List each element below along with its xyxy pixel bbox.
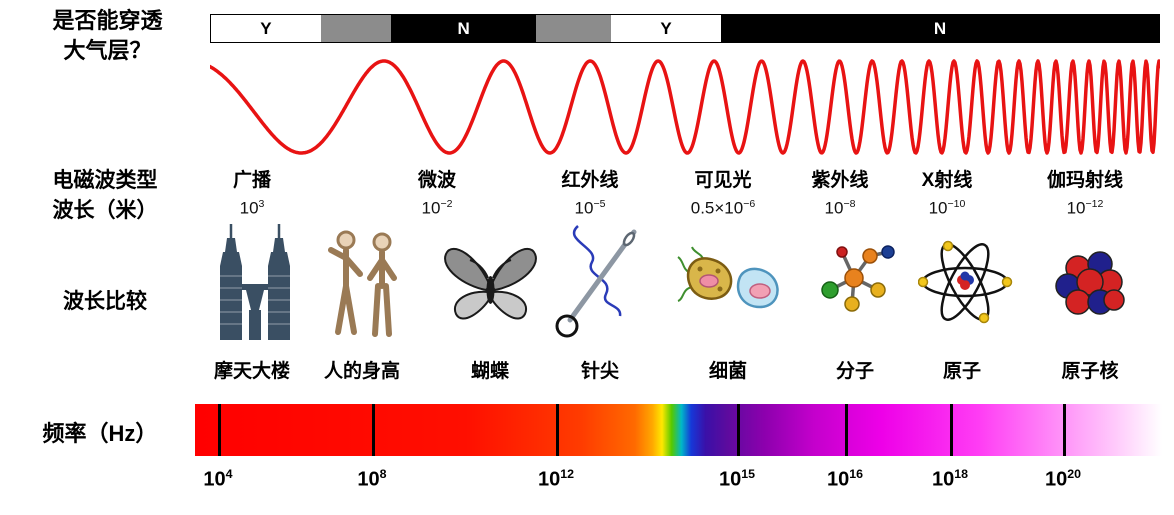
wavelength-value-xray: 10−10 (928, 198, 966, 218)
comparison-label-butterfly: 蝴蝶 (470, 361, 509, 382)
penetration-segment: Y (611, 15, 721, 42)
comparison-label-molecule: 分子 (835, 361, 874, 382)
penetration-segment-label: Y (260, 18, 272, 38)
frequency-tick-label: 104 (203, 467, 233, 491)
wavelength-value-radio: 103 (239, 198, 265, 218)
frequency-tick (845, 404, 848, 456)
frequency-tick-label: 1012 (537, 467, 575, 491)
butterfly-icon (438, 238, 543, 333)
penetration-segment-label: N (457, 18, 470, 38)
penetration-segment (320, 15, 392, 42)
comparison-label-atom: 原子 (942, 361, 981, 382)
frequency-tick-label: 1018 (931, 467, 969, 491)
wave-type-row-label: 电磁波类型 (52, 169, 158, 192)
bacteria-icon (676, 243, 784, 328)
comparison-label-needle: 针尖 (580, 361, 619, 382)
frequency-tick-label: 1015 (718, 467, 756, 491)
human-figures-icon (322, 228, 407, 340)
frequency-tick (556, 404, 559, 456)
band-label-xray: X射线 (921, 170, 973, 191)
wavelength-value-infrared: 10−5 (574, 198, 606, 218)
wavelength-value-visible: 0.5×10−6 (690, 198, 756, 218)
comparison-label-bacteria: 细菌 (708, 361, 747, 382)
frequency-tick (950, 404, 953, 456)
penetration-segment: Y (211, 15, 321, 42)
penetration-segment-label: Y (660, 18, 672, 38)
band-label-microwave: 微波 (417, 170, 456, 191)
atmosphere-question-label: 是否能穿透 大气层？ (15, 6, 200, 66)
frequency-tick-label: 1016 (826, 467, 864, 491)
frequency-tick (737, 404, 740, 456)
wavelength-value-gamma: 10−12 (1066, 198, 1104, 218)
atmosphere-question-line2: 大气层？ (63, 38, 152, 63)
band-label-infrared: 红外线 (561, 170, 619, 191)
comparison-label-human: 人的身高 (323, 361, 400, 382)
nucleus-icon (1048, 244, 1133, 326)
em-wave (210, 52, 1160, 162)
penetration-segment: N (391, 15, 537, 42)
needle-icon (548, 222, 653, 340)
band-label-radio: 广播 (232, 170, 271, 191)
frequency-row-label: 频率（Hz） (42, 421, 158, 446)
penetration-segment (536, 15, 612, 42)
band-label-gamma: 伽玛射线 (1046, 170, 1123, 191)
frequency-tick-label: 1020 (1044, 467, 1082, 491)
frequency-tick (1063, 404, 1066, 456)
skyscraper-icon (215, 222, 295, 340)
penetration-segment: N (720, 15, 1159, 42)
penetration-segment-label: N (933, 18, 947, 38)
frequency-tick (372, 404, 375, 456)
penetration-bar: Y N Y N (210, 14, 1160, 43)
wavelength-row-label: 波长（米） (52, 199, 158, 222)
frequency-gradient-bar (195, 404, 1162, 456)
molecule-icon (812, 238, 900, 323)
frequency-tick-label: 108 (357, 467, 387, 491)
comparison-label-nucleus: 原子核 (1061, 361, 1119, 382)
band-label-visible: 可见光 (694, 170, 752, 191)
frequency-tick (218, 404, 221, 456)
atom-icon (918, 232, 1013, 332)
wavelength-value-ultraviolet: 10−8 (824, 198, 856, 218)
atmosphere-question-line1: 是否能穿透 (52, 8, 163, 33)
comparison-label-skyscraper: 摩天大楼 (213, 361, 290, 382)
band-label-ultraviolet: 紫外线 (811, 170, 869, 191)
wavelength-value-microwave: 10−2 (421, 198, 453, 218)
em-wave-path (210, 59, 1160, 155)
comparison-row-label: 波长比较 (63, 290, 147, 313)
